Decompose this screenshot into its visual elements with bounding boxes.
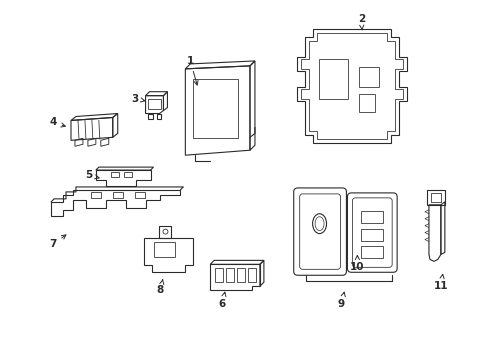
Text: 2: 2 — [358, 14, 365, 30]
Text: 7: 7 — [49, 235, 66, 249]
Text: 10: 10 — [350, 256, 365, 272]
Text: 1: 1 — [187, 56, 198, 85]
Text: 8: 8 — [157, 280, 164, 295]
Text: 11: 11 — [434, 274, 448, 291]
Text: 6: 6 — [219, 292, 226, 309]
Text: 5: 5 — [85, 170, 99, 180]
Text: 3: 3 — [131, 94, 145, 104]
Text: 4: 4 — [49, 117, 65, 127]
Text: 9: 9 — [338, 292, 345, 309]
